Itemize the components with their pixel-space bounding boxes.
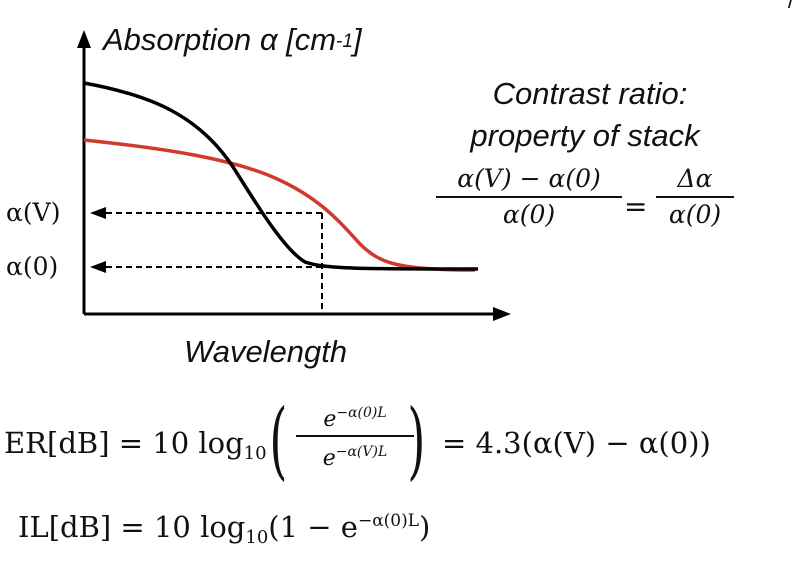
x-axis-arrowhead <box>493 307 511 321</box>
contrast-subtitle: property of stack <box>470 118 700 153</box>
fraction-bar <box>436 196 622 198</box>
alpha-0-arrowhead <box>90 261 106 273</box>
contrast-rhs-fraction: Δα α(0) <box>656 164 734 230</box>
tick-alpha-0: α(0) <box>6 252 59 281</box>
tick-alpha-v: α(V) <box>6 198 61 227</box>
contrast-title: Contrast ratio: <box>492 76 688 111</box>
y-axis-label: Absorption α [cm-1] <box>103 22 362 57</box>
contrast-rhs-denominator: α(0) <box>668 200 722 229</box>
contrast-lhs-denominator: α(0) <box>502 200 556 229</box>
fraction-bar <box>656 196 734 198</box>
alpha-v-arrowhead <box>90 207 106 219</box>
er-left-paren: ( <box>269 391 288 489</box>
er-right-paren: ) <box>407 391 426 489</box>
corner-mark: / <box>787 0 794 13</box>
curve-biased <box>83 138 476 272</box>
contrast-lhs-numerator: α(V) − α(0) <box>457 164 601 193</box>
er-numerator: e−α(0)L <box>323 405 387 432</box>
il-equation: IL[dB] = 10 log10(1 − e−α(0)L) <box>18 510 431 548</box>
x-axis-label: Wavelength <box>184 334 348 369</box>
er-lhs: ER[dB] = 10 log10 <box>4 426 267 464</box>
fraction-bar <box>296 435 414 437</box>
contrast-lhs-fraction: α(V) − α(0) α(0) <box>436 164 622 230</box>
contrast-rhs-numerator: Δα <box>677 164 713 193</box>
y-axis-arrowhead <box>77 30 91 48</box>
er-rhs: = 4.3(α(V) − α(0)) <box>442 426 711 460</box>
er-fraction: e−α(0)L e−α(V)L <box>296 400 414 472</box>
curve-zero-bias <box>83 81 479 271</box>
er-denominator: e−α(V)L <box>322 444 388 471</box>
contrast-equals: = <box>624 190 648 223</box>
